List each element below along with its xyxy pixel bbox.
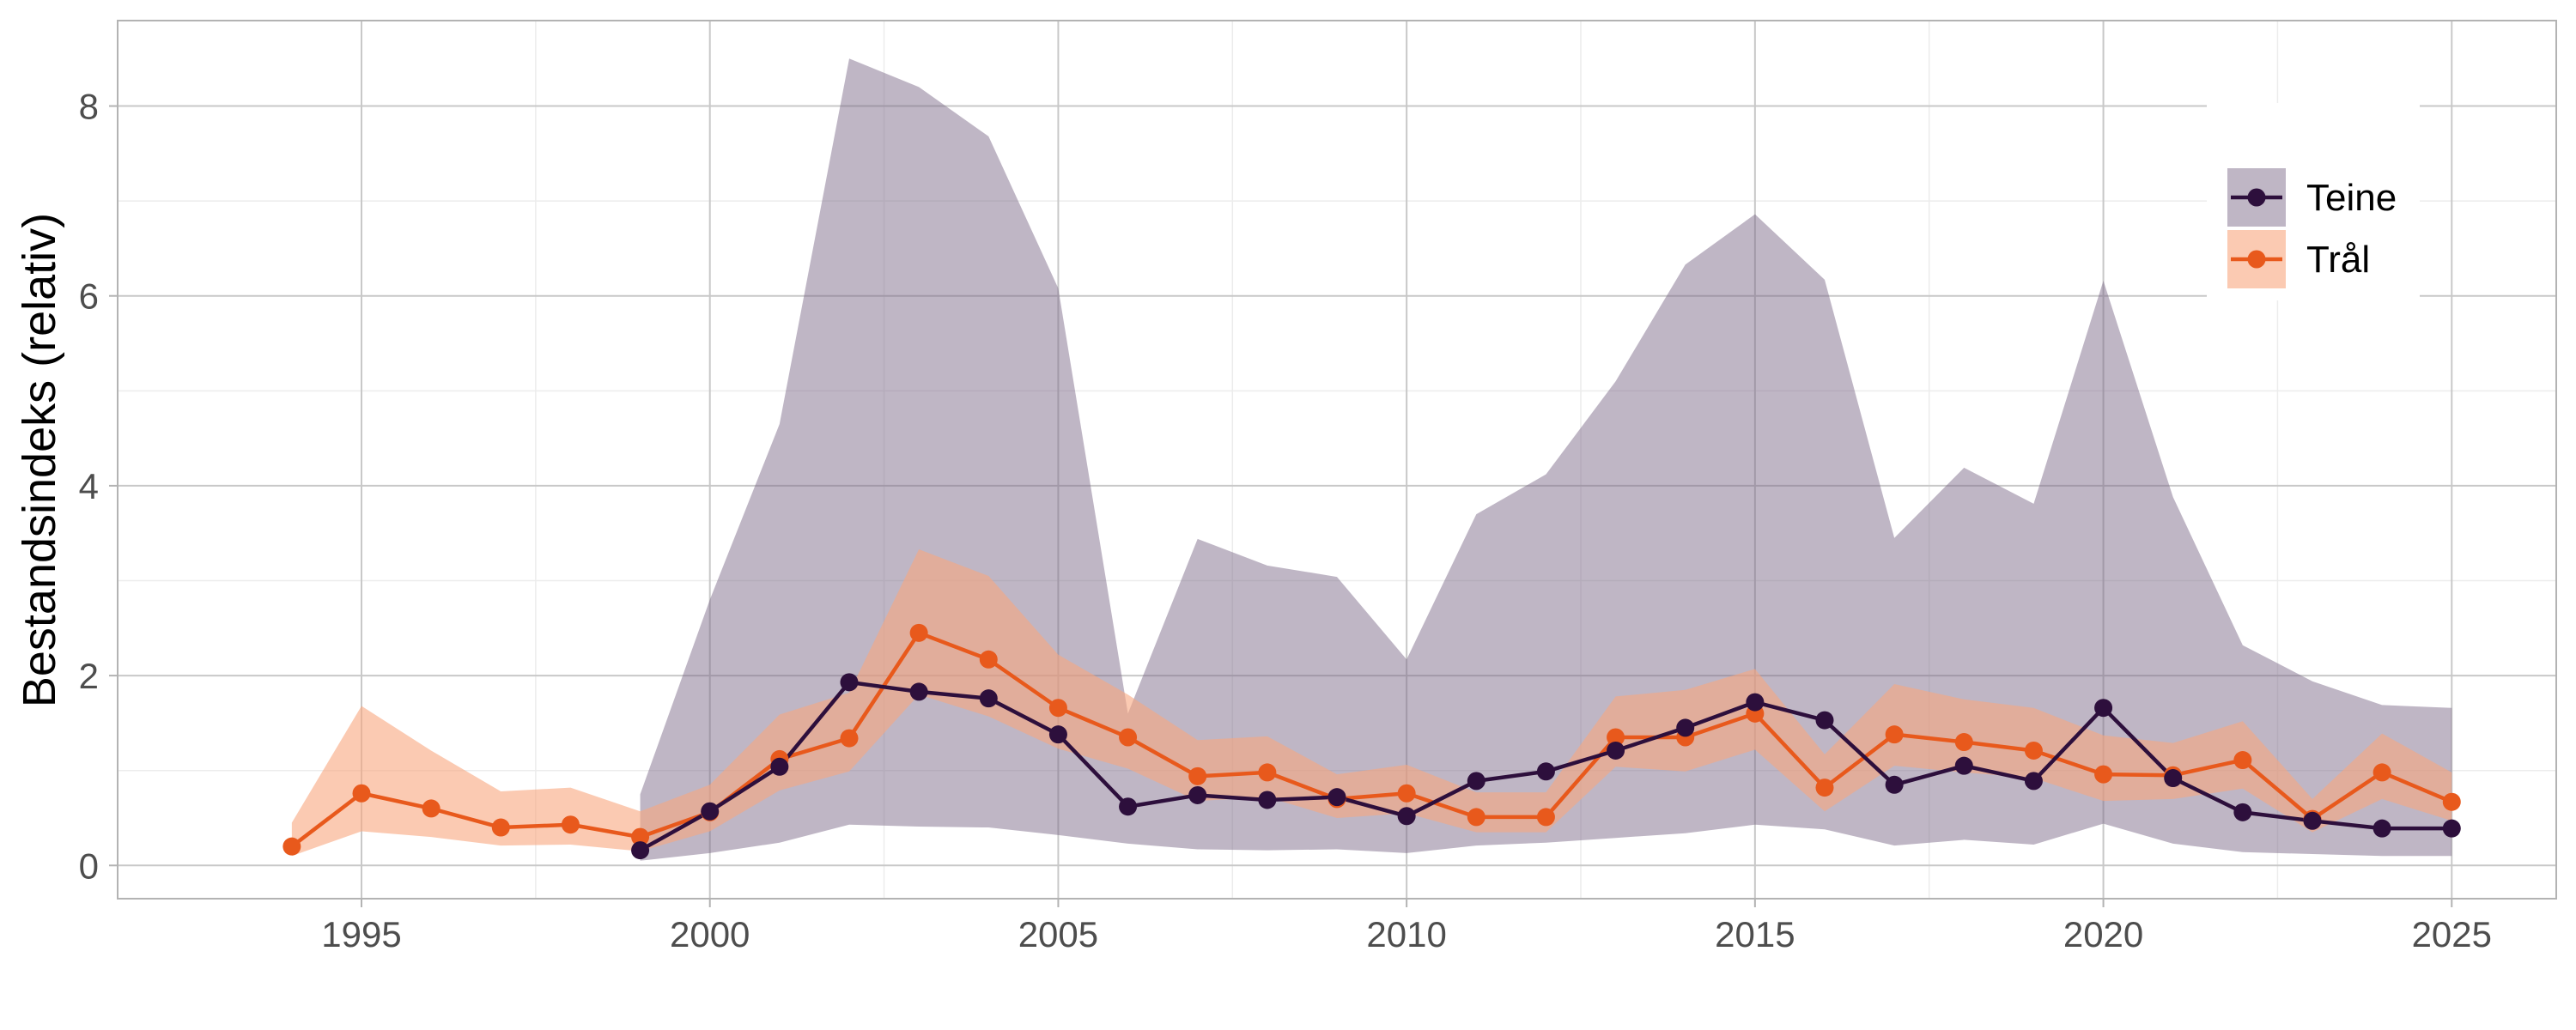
point-trål xyxy=(1885,725,1904,744)
point-teine xyxy=(2164,769,2183,788)
point-teine xyxy=(770,757,789,776)
point-trål xyxy=(561,815,580,834)
point-trål xyxy=(840,729,859,748)
point-teine xyxy=(1536,762,1555,781)
point-trål xyxy=(2233,751,2252,770)
point-trål xyxy=(2442,792,2461,811)
point-teine xyxy=(1258,791,1277,809)
point-trål xyxy=(283,837,301,856)
point-teine xyxy=(840,673,859,692)
legend-point-trål xyxy=(2247,250,2266,269)
point-teine xyxy=(2303,811,2322,830)
plot-border xyxy=(117,20,2557,900)
point-trål xyxy=(1467,808,1485,827)
x-tick-label: 2000 xyxy=(670,914,750,954)
point-teine xyxy=(2442,819,2461,838)
x-tick-label: 2010 xyxy=(1366,914,1446,954)
point-teine xyxy=(1815,711,1834,730)
point-teine xyxy=(2024,772,2043,791)
point-trål xyxy=(1954,733,1973,752)
x-tick-label: 2020 xyxy=(2063,914,2143,954)
line-trål xyxy=(290,631,2453,848)
point-trål xyxy=(352,784,371,803)
point-trål xyxy=(1607,728,1625,747)
point-teine xyxy=(701,802,720,821)
x-axis-ticks: 1995 2000 2005 2010 2015 2020 2025 xyxy=(321,899,2492,954)
point-teine xyxy=(1327,788,1346,807)
point-trål xyxy=(491,818,510,837)
point-teine xyxy=(1676,718,1695,737)
point-teine xyxy=(1746,693,1765,712)
point-trål xyxy=(2372,763,2391,782)
y-tick-label: 6 xyxy=(79,276,99,317)
point-trål xyxy=(2024,741,2043,760)
y-tick-label: 4 xyxy=(79,466,99,506)
point-trål xyxy=(1397,784,1416,803)
point-teine xyxy=(1397,807,1416,826)
point-trål xyxy=(631,827,650,846)
point-trål xyxy=(909,623,928,642)
point-teine xyxy=(1467,772,1485,791)
point-teine xyxy=(2233,803,2252,821)
legend-point-teine xyxy=(2247,188,2266,207)
point-trål xyxy=(1536,808,1555,827)
point-teine xyxy=(2094,699,2113,718)
y-axis-title: Bestandsindeks (relativ) xyxy=(14,213,65,707)
x-tick-label: 2025 xyxy=(2412,914,2492,954)
point-trål xyxy=(1048,699,1067,718)
x-tick-label: 1995 xyxy=(321,914,401,954)
x-tick-label: 2005 xyxy=(1018,914,1098,954)
point-teine xyxy=(1188,785,1207,804)
legend-label-trål: Trål xyxy=(2306,239,2370,281)
point-teine xyxy=(1954,756,1973,775)
point-teine xyxy=(909,682,928,701)
point-trål xyxy=(979,650,998,669)
y-tick-label: 2 xyxy=(79,656,99,696)
point-teine xyxy=(1885,775,1904,794)
point-teine xyxy=(1119,797,1138,816)
legend-label-teine: Teine xyxy=(2306,177,2397,219)
legend: Teine Trål xyxy=(2207,103,2420,300)
point-teine xyxy=(979,689,998,708)
point-trål xyxy=(1815,779,1834,797)
point-trål xyxy=(422,799,440,818)
point-trål xyxy=(2094,765,2113,784)
series-points xyxy=(283,623,2461,860)
point-teine xyxy=(631,841,650,860)
point-teine xyxy=(2372,819,2391,838)
point-trål xyxy=(1188,766,1207,785)
y-axis-ticks: 0 2 4 6 8 xyxy=(79,87,118,886)
y-tick-label: 0 xyxy=(79,845,99,886)
point-trål xyxy=(1258,763,1277,782)
point-teine xyxy=(1607,741,1625,760)
x-tick-label: 2015 xyxy=(1715,914,1795,954)
ribbon-teine xyxy=(640,58,2452,861)
point-teine xyxy=(1048,725,1067,744)
y-tick-label: 8 xyxy=(79,87,99,127)
point-trål xyxy=(1119,728,1138,747)
